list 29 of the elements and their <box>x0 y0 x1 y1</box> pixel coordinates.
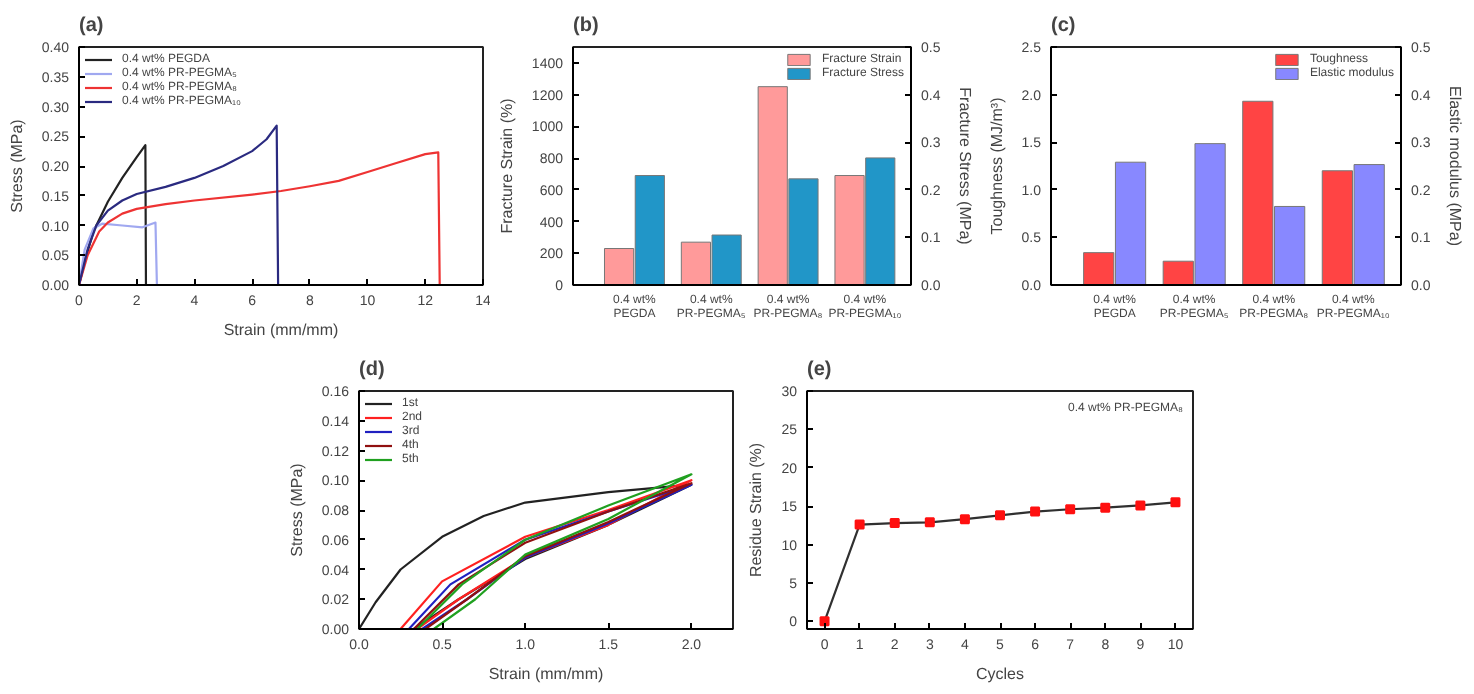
y-axis-title: Residue Strain (%) <box>747 442 766 578</box>
chart-title: (e) <box>807 359 832 381</box>
point <box>1100 502 1111 513</box>
y2-axis-title: Elastic modulus (MPa) <box>1446 85 1465 247</box>
line-series <box>79 151 441 285</box>
chart-title: (d) <box>359 359 385 381</box>
point <box>1170 497 1181 508</box>
point <box>1065 504 1076 515</box>
line-series <box>79 124 280 285</box>
point <box>959 514 970 525</box>
point <box>995 510 1005 521</box>
point <box>889 518 900 529</box>
point <box>854 519 865 530</box>
point <box>1030 506 1041 517</box>
y-axis-title: Stress (MPa) <box>7 118 26 213</box>
x-axis-title: Cycles <box>976 665 1025 683</box>
chart-title: (a) <box>79 15 104 37</box>
y-axis-title: Toughness (MJ/m³) <box>987 96 1006 235</box>
y-axis-title: Stress (MPa) <box>287 462 306 557</box>
x-axis-title: Strain (mm/mm) <box>488 665 604 683</box>
chart-title: (c) <box>1051 15 1076 37</box>
y-axis-title: Fracture Strain (%) <box>497 97 516 234</box>
line-series <box>79 221 159 285</box>
y2-axis-title: Fracture Stress (MPa) <box>956 87 975 246</box>
x-axis-title: Strain (mm/mm) <box>223 321 339 339</box>
point <box>819 616 830 627</box>
chart-title: (b) <box>573 15 599 37</box>
point <box>924 517 935 528</box>
point <box>1135 500 1146 511</box>
